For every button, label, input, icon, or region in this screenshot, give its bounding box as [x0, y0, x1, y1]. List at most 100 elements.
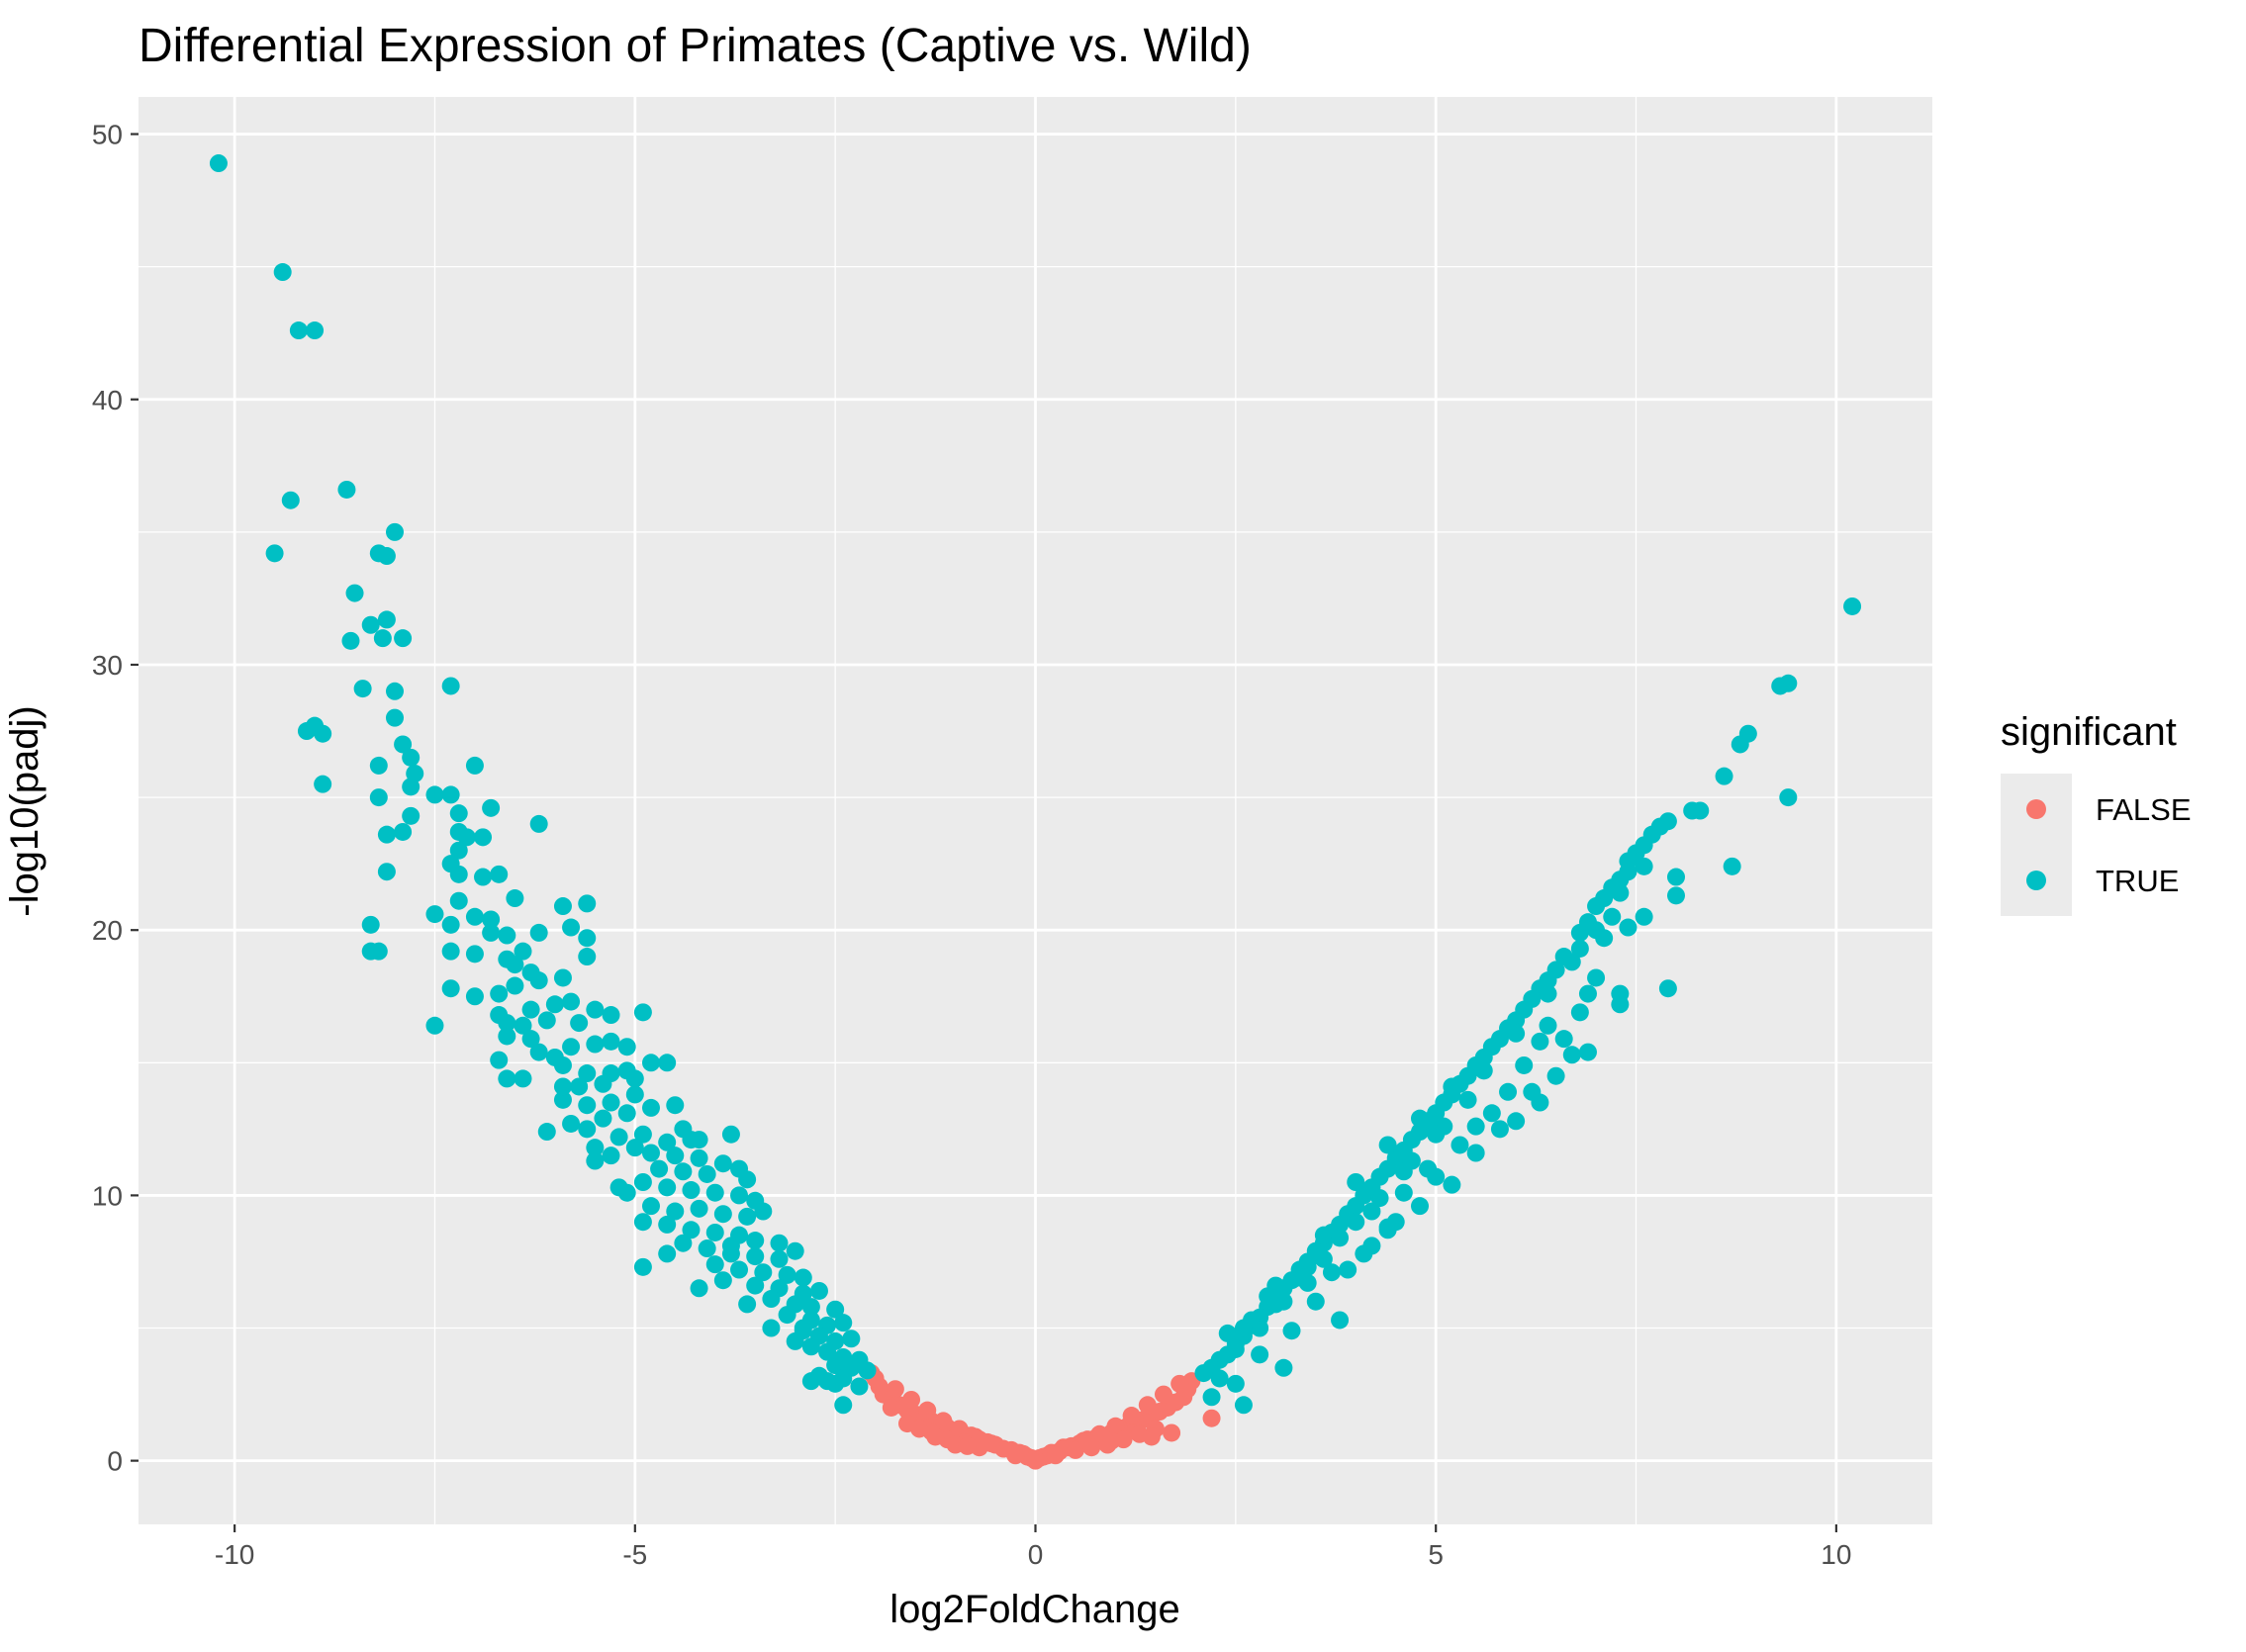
data-point-true	[1546, 1066, 1565, 1085]
data-point-true	[1667, 886, 1685, 905]
data-point-true	[425, 905, 444, 924]
data-point-true	[281, 491, 300, 509]
data-point-true	[642, 1197, 660, 1216]
data-point-true	[402, 748, 421, 767]
y-axis-title: -log10(padj)	[3, 705, 47, 916]
x-tick-label: 0	[1028, 1539, 1044, 1570]
data-point-true	[1771, 677, 1790, 695]
data-point-true	[1554, 948, 1573, 966]
data-point-true	[578, 894, 597, 913]
data-point-true	[770, 1249, 789, 1268]
data-point-true	[457, 828, 476, 847]
data-point-true	[586, 1151, 605, 1170]
data-point-true	[562, 1038, 581, 1056]
data-point-true	[1314, 1226, 1333, 1244]
x-tick-label: -5	[622, 1539, 647, 1570]
data-point-true	[1683, 801, 1702, 820]
data-point-true	[578, 1064, 597, 1083]
data-point-true	[1314, 1249, 1333, 1268]
data-point-true	[834, 1314, 853, 1332]
x-axis: -10 -5 0 5 10	[215, 1524, 1851, 1570]
data-point-false	[1082, 1438, 1101, 1457]
data-point-true	[1394, 1162, 1413, 1181]
data-point-true	[778, 1306, 796, 1325]
data-point-true	[498, 1027, 516, 1046]
chart-title: Differential Expression of Primates (Cap…	[139, 20, 1252, 72]
data-point-false	[934, 1412, 953, 1430]
data-point-true	[1411, 1109, 1429, 1128]
data-point-true	[441, 942, 460, 961]
data-point-true	[1570, 1003, 1589, 1022]
data-point-true	[506, 889, 524, 908]
data-point-true	[314, 775, 332, 793]
data-point-true	[465, 907, 484, 926]
data-point-true	[609, 1178, 628, 1197]
data-point-true	[658, 1133, 677, 1151]
data-point-true	[690, 1279, 708, 1298]
data-point-true	[666, 1147, 685, 1165]
data-point-true	[642, 1054, 660, 1072]
data-point-true	[345, 584, 364, 602]
data-point-true	[1451, 1136, 1469, 1154]
data-point-true	[1218, 1324, 1237, 1342]
data-point-true	[1658, 979, 1677, 998]
data-point-true	[578, 948, 597, 966]
data-point-true	[553, 1090, 572, 1109]
y-tick-label: 10	[92, 1180, 123, 1211]
data-point-true	[738, 1207, 757, 1226]
data-point-true	[482, 923, 501, 942]
data-point-true	[625, 1085, 644, 1104]
data-point-true	[449, 841, 468, 860]
data-point-true	[1482, 1104, 1501, 1123]
data-point-true	[1378, 1218, 1397, 1237]
data-point-true	[1531, 1093, 1549, 1112]
data-point-true	[801, 1337, 820, 1356]
data-point-true	[449, 891, 468, 910]
data-point-true	[578, 1120, 597, 1139]
y-tick-label: 40	[92, 385, 123, 415]
data-point-false	[918, 1401, 937, 1420]
data-point-true	[386, 522, 404, 541]
data-point-true	[617, 1038, 636, 1056]
data-point-true	[586, 1035, 605, 1054]
data-point-true	[1515, 1055, 1534, 1074]
data-point-true	[1394, 1183, 1413, 1202]
data-point-true	[770, 1234, 789, 1252]
x-tick-label: 10	[1821, 1539, 1851, 1570]
data-point-true	[586, 1000, 605, 1019]
data-point-true	[625, 1069, 644, 1088]
data-point-true	[633, 1257, 652, 1276]
data-point-true	[1411, 1197, 1429, 1216]
y-tick-label: 0	[107, 1446, 123, 1477]
data-point-true	[1234, 1396, 1253, 1415]
data-point-true	[1635, 907, 1653, 926]
data-point-true	[738, 1170, 757, 1189]
data-point-true	[826, 1356, 845, 1375]
data-point-true	[1603, 907, 1622, 926]
data-point-true	[570, 1014, 589, 1033]
data-point-true	[1611, 995, 1630, 1014]
data-point-true	[474, 828, 493, 847]
data-point-true	[529, 971, 548, 990]
data-point-true	[377, 825, 396, 844]
data-point-true	[658, 1178, 677, 1197]
data-point-true	[386, 682, 404, 700]
data-point-true	[1779, 788, 1798, 807]
data-point-true	[1499, 1082, 1518, 1101]
data-point-true	[402, 806, 421, 825]
data-point-true	[482, 910, 501, 929]
data-point-false	[1202, 1409, 1221, 1427]
data-point-true	[529, 923, 548, 942]
data-point-true	[1355, 1244, 1373, 1263]
data-point-true	[633, 1125, 652, 1144]
data-point-true	[642, 1144, 660, 1162]
data-point-true	[602, 1006, 620, 1025]
data-point-true	[1578, 1043, 1597, 1061]
series-true-points	[209, 154, 1862, 1415]
data-point-true	[537, 1011, 556, 1030]
data-point-true	[801, 1298, 820, 1317]
data-point-true	[1378, 1136, 1397, 1154]
data-point-true	[1466, 1144, 1485, 1162]
data-point-true	[1443, 1175, 1461, 1194]
